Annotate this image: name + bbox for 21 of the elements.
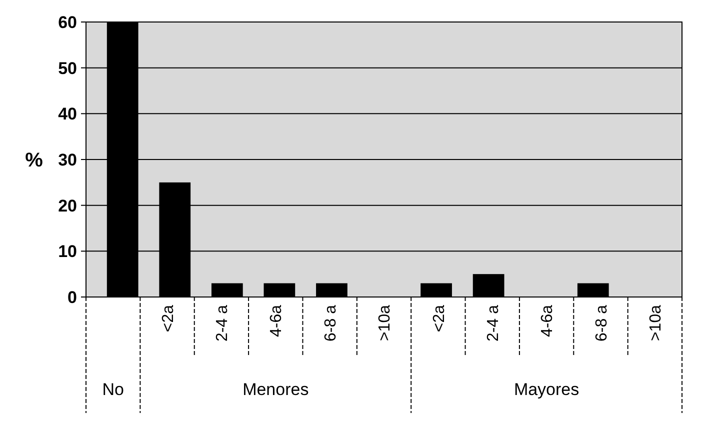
y-tick-label: 20 <box>58 196 77 216</box>
x-tick-label: <2a <box>430 304 448 332</box>
text: No <box>102 380 124 399</box>
x-tick-label: 6-8 a <box>593 304 610 342</box>
y-tick-label: 10 <box>58 242 77 262</box>
x-tick-label: 4-6a <box>268 304 286 338</box>
y-tick-label: 0 <box>68 288 77 307</box>
x-tick-label: 4-6a <box>539 304 556 338</box>
y-tick-label: 30 <box>58 150 77 170</box>
x-tick-label: >10a <box>376 304 394 342</box>
y-tick-label: 40 <box>58 104 77 124</box>
y-tick-label: 60 <box>58 12 77 32</box>
y-tick-label: 50 <box>58 58 77 78</box>
x-tick-label: <2a <box>160 304 177 332</box>
x-tick-label: >10a <box>648 304 665 342</box>
text: Mayores <box>514 380 580 399</box>
text: Menores <box>242 380 309 399</box>
x-tick-label: 2-4 a <box>214 304 232 342</box>
y-axis-title: % <box>25 150 44 172</box>
x-tick-label: 6-8 a <box>322 304 340 342</box>
x-tick-label: 2-4 a <box>484 304 502 342</box>
